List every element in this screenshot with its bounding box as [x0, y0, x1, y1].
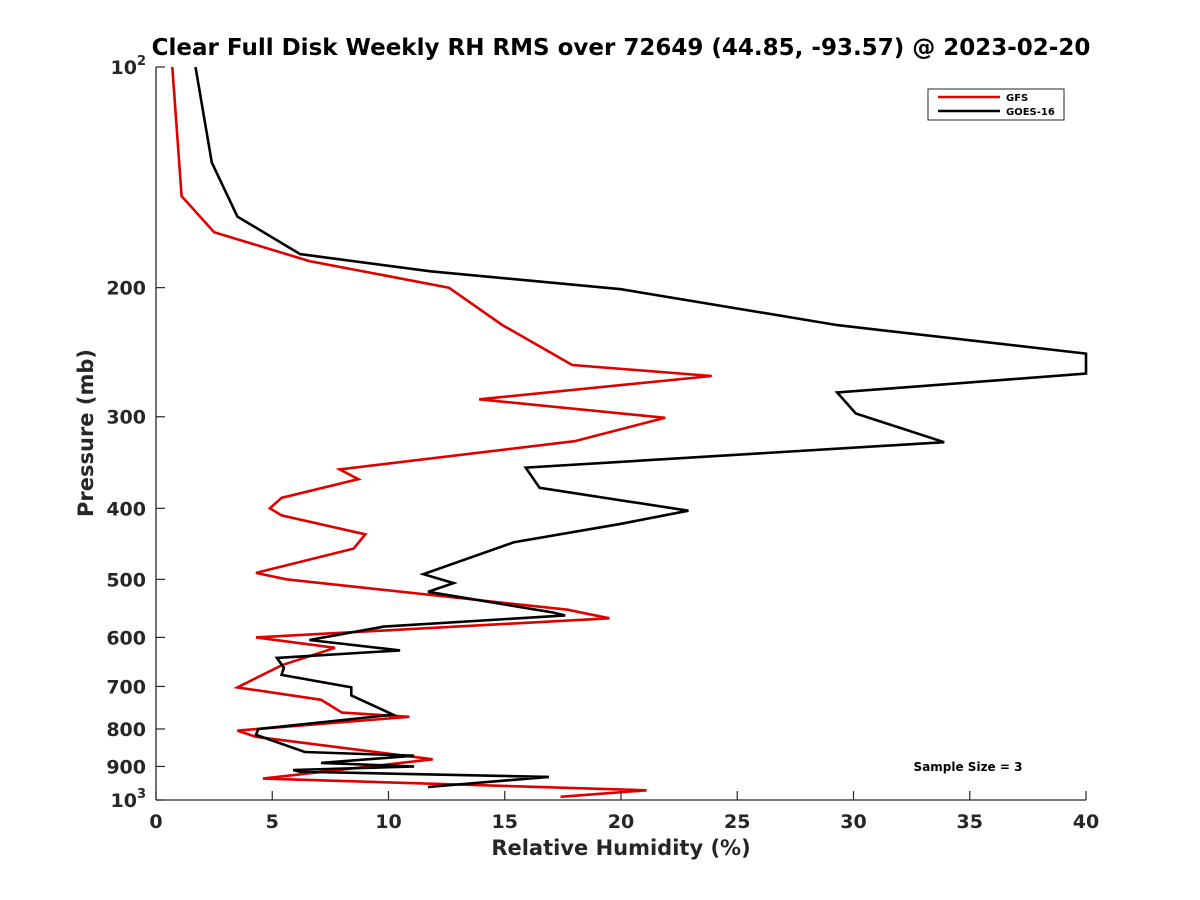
y-tick-label: 600: [106, 627, 146, 649]
x-tick-label: 20: [608, 811, 634, 833]
y-tick-label: 400: [106, 498, 146, 520]
x-tick-label: 40: [1073, 811, 1099, 833]
x-tick-label: 0: [149, 811, 162, 833]
y-tick-label: 500: [106, 569, 146, 591]
y-ticks: 102 200 300 400 500 600 700 800 900 103: [106, 54, 165, 812]
y-tick-label: 900: [106, 756, 146, 778]
series-line-gfs: [171, 66, 712, 799]
y-tick-label: 200: [106, 278, 146, 300]
series-line-goes-16: [194, 66, 1088, 789]
legend-label-gfs: GFS: [1006, 93, 1028, 104]
x-tick-label: 15: [492, 811, 518, 833]
y-axis-label: Pressure (mb): [74, 349, 98, 517]
plot-area: 0 5 10 15 20 25 30 35 40 102 200 300 400 500 600 700 80…: [106, 54, 1099, 833]
x-tick-label: 5: [266, 811, 279, 833]
legend: GFS GOES-16: [927, 88, 1065, 121]
x-tick-label: 25: [724, 811, 750, 833]
y-tick-label: 103: [111, 787, 147, 812]
x-axis-label: Relative Humidity (%): [491, 836, 750, 860]
series-layer: [171, 66, 1088, 799]
sample-size-annotation: Sample Size = 3: [914, 760, 1023, 774]
x-tick-label: 35: [957, 811, 983, 833]
y-tick-label: 102: [111, 54, 147, 79]
y-tick-label: 800: [106, 719, 146, 741]
y-tick-label: 700: [106, 676, 146, 698]
y-tick-exponent: 3: [137, 787, 146, 802]
legend-box: [927, 88, 1065, 121]
chart-title: Clear Full Disk Weekly RH RMS over 72649…: [152, 35, 1091, 61]
x-ticks: 0 5 10 15 20 25 30 35 40: [149, 791, 1099, 833]
legend-label-goes-16: GOES-16: [1006, 107, 1055, 118]
y-tick-label: 300: [106, 407, 146, 429]
y-tick-exponent: 2: [137, 54, 146, 69]
x-tick-label: 10: [375, 811, 401, 833]
x-tick-label: 30: [840, 811, 866, 833]
plot-background: [156, 67, 1086, 800]
